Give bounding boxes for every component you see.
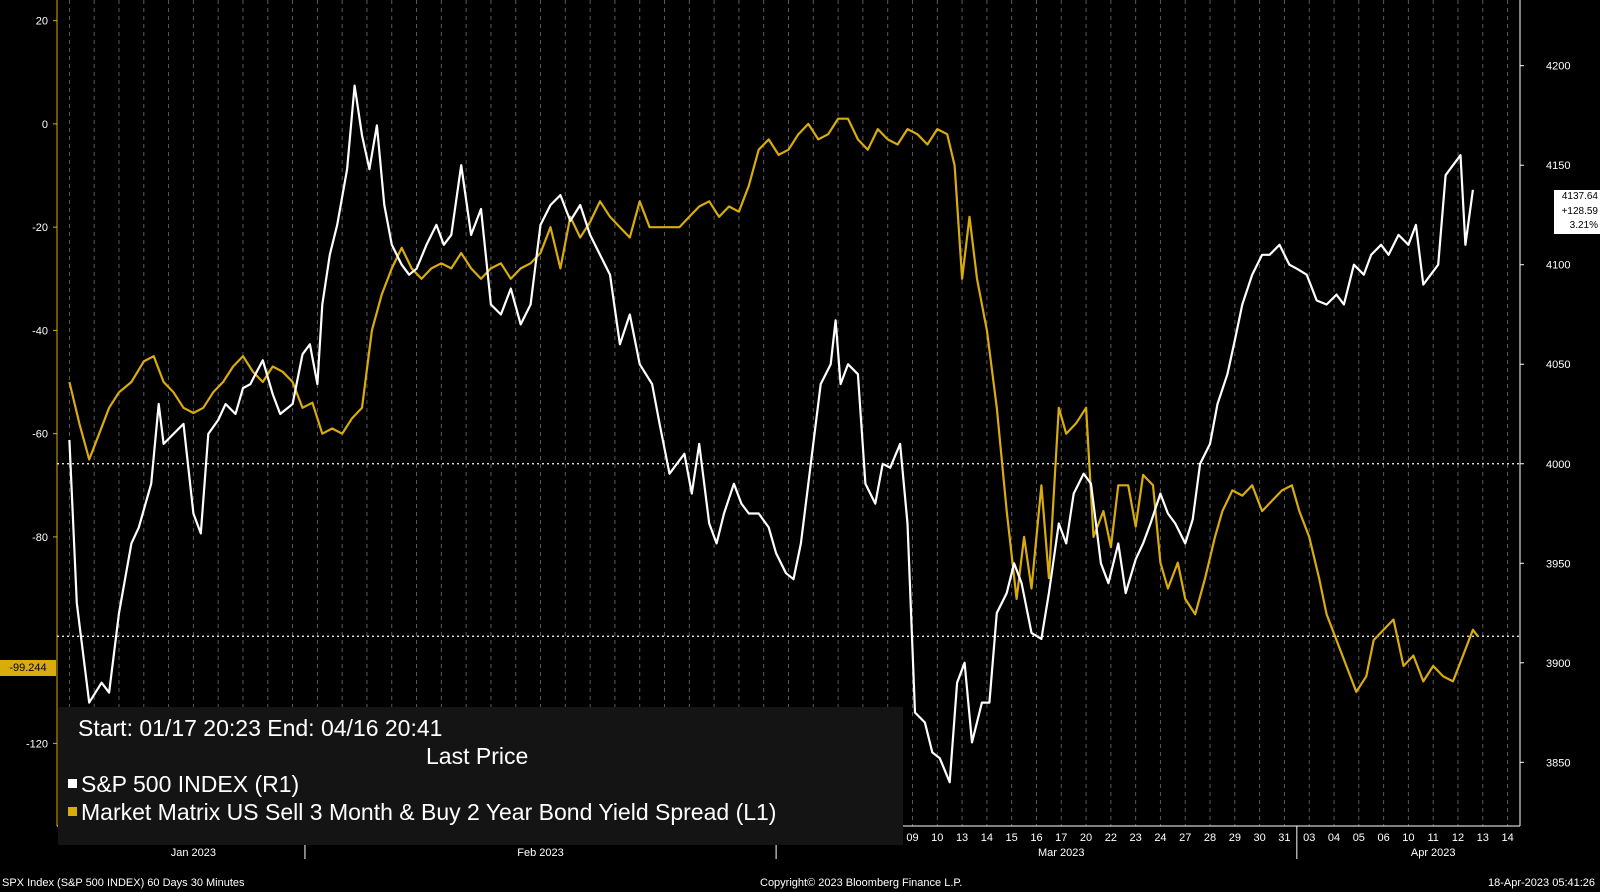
month-label: Feb 2023 xyxy=(517,847,563,859)
last-price: 4137.64 xyxy=(1561,191,1598,202)
legend-swatch-sp500 xyxy=(68,779,77,789)
last-change: +128.59 xyxy=(1561,205,1598,217)
x-tick-label: 06 xyxy=(1377,832,1389,844)
left-tick-label: -60 xyxy=(32,429,48,441)
x-tick-label: 28 xyxy=(1204,832,1216,844)
footer-timestamp: 18-Apr-2023 05:41:26 xyxy=(1488,877,1596,889)
left-tick-label: -80 xyxy=(32,532,48,544)
x-tick-label: 14 xyxy=(981,832,993,844)
left-tick-label: -120 xyxy=(26,738,48,750)
x-tick-label: 10 xyxy=(931,832,943,844)
x-tick-label: 09 xyxy=(906,832,918,844)
left-tick-label: -20 xyxy=(32,222,48,234)
x-tick-label: 05 xyxy=(1353,832,1365,844)
last-value-left: -99.244 xyxy=(0,660,56,676)
x-tick-label: 31 xyxy=(1278,832,1290,844)
x-tick-label: 10 xyxy=(1402,832,1414,844)
right-tick-label: 3900 xyxy=(1546,658,1570,670)
right-tick-label: 4200 xyxy=(1546,61,1570,73)
x-tick-label: 04 xyxy=(1328,832,1340,844)
right-tick-label: 4050 xyxy=(1546,359,1570,371)
legend-label-spread: Market Matrix US Sell 3 Month & Buy 2 Ye… xyxy=(81,799,777,825)
month-label: Jan 2023 xyxy=(171,847,216,859)
x-tick-label: 27 xyxy=(1179,832,1191,844)
legend-date-range: Start: 01/17 20:23 End: 04/16 20:41 xyxy=(78,715,443,741)
series-line-sp500 xyxy=(68,84,1474,784)
legend-label-sp500: S&P 500 INDEX (R1) xyxy=(81,771,300,797)
legend-swatch-spread xyxy=(68,807,77,817)
x-tick-label: 14 xyxy=(1501,832,1513,844)
last-value-right: 4137.64 +128.59 3.21% xyxy=(1554,190,1600,234)
right-tick-label: 3850 xyxy=(1546,757,1570,769)
right-tick-label: 3950 xyxy=(1546,558,1570,570)
month-label: Mar 2023 xyxy=(1038,847,1084,859)
legend-series-spread: Market Matrix US Sell 3 Month & Buy 2 Ye… xyxy=(68,799,776,826)
x-tick-label: 13 xyxy=(956,832,968,844)
legend-series-sp500: S&P 500 INDEX (R1) xyxy=(68,771,299,798)
x-tick-label: 30 xyxy=(1254,832,1266,844)
series-line-spread xyxy=(68,117,1479,693)
x-tick-label: 17 xyxy=(1055,832,1067,844)
right-tick-label: 4150 xyxy=(1546,160,1570,172)
legend-box: Start: 01/17 20:23 End: 04/16 20:41 Last… xyxy=(58,707,903,845)
x-tick-label: 29 xyxy=(1229,832,1241,844)
footer-copyright: Copyright© 2023 Bloomberg Finance L.P. xyxy=(760,877,963,889)
x-tick-label: 11 xyxy=(1428,832,1439,844)
month-label: Apr 2023 xyxy=(1411,847,1456,859)
footer-security: SPX Index (S&P 500 INDEX) 60 Days 30 Min… xyxy=(2,877,245,889)
legend-last-price: Last Price xyxy=(426,743,529,769)
x-tick-label: 03 xyxy=(1303,832,1315,844)
x-tick-label: 23 xyxy=(1130,832,1142,844)
right-tick-label: 4000 xyxy=(1546,459,1570,471)
left-tick-label: 20 xyxy=(36,16,48,28)
left-tick-label: 0 xyxy=(42,119,48,131)
x-tick-label: 15 xyxy=(1006,832,1018,844)
right-tick-label: 4100 xyxy=(1546,260,1570,272)
x-tick-label: 13 xyxy=(1477,832,1489,844)
x-tick-label: 24 xyxy=(1154,832,1166,844)
x-tick-label: 12 xyxy=(1452,832,1464,844)
left-tick-label: -40 xyxy=(32,325,48,337)
last-pct: 3.21% xyxy=(1569,220,1598,231)
x-tick-label: 16 xyxy=(1030,832,1042,844)
x-tick-label: 22 xyxy=(1105,832,1117,844)
x-tick-label: 20 xyxy=(1080,832,1092,844)
